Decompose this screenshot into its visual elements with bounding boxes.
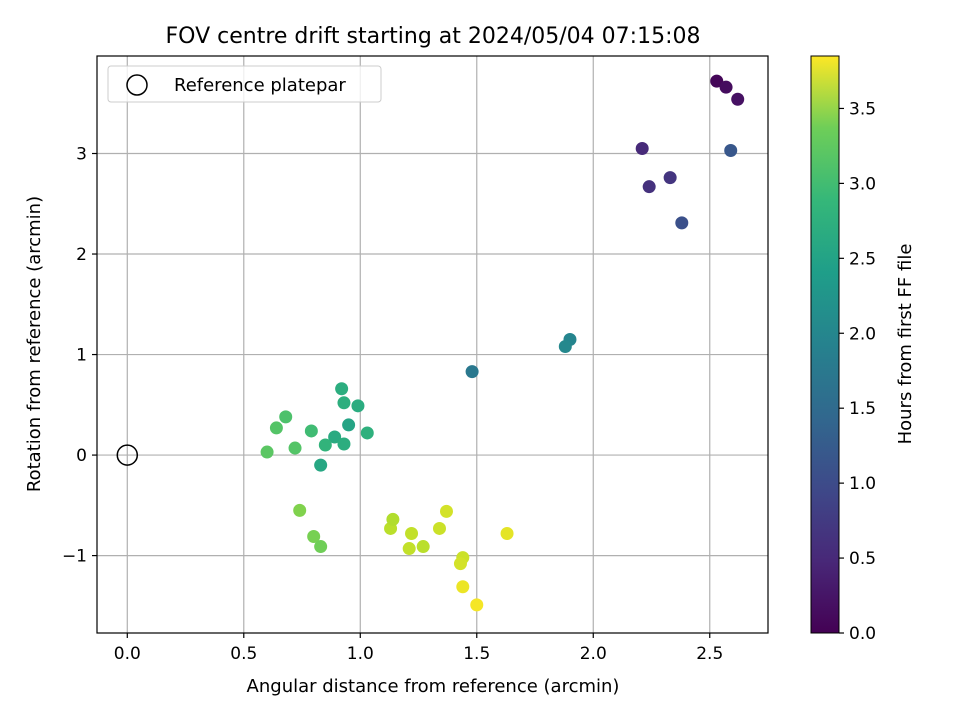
colorbar-tick-label: 3.0: [849, 174, 876, 194]
scatter-point: [710, 74, 724, 88]
colorbar-tick-label: 2.0: [849, 324, 876, 344]
scatter-point: [558, 340, 572, 354]
scatter-point: [500, 526, 514, 540]
scatter-point: [731, 92, 745, 106]
legend-label: Reference platepar: [174, 75, 346, 96]
scatter-point: [337, 437, 351, 451]
colorbar: 0.0 0.5 1.0 1.5 2.0 2.5 3.0 3.5 Hours from firs…: [810, 55, 916, 644]
scatter-point: [335, 382, 349, 396]
colorbar-tick-label: 1.5: [849, 399, 876, 419]
scatter-point: [314, 540, 328, 554]
data-points: [260, 74, 745, 612]
x-axis-label: Angular distance from reference (arcmin): [247, 676, 620, 697]
scatter-point: [342, 418, 356, 432]
scatter-point: [318, 438, 332, 452]
legend-reference-marker: [126, 74, 148, 96]
reference-platepar-marker: [116, 444, 139, 466]
y-tick-label: 2: [76, 245, 87, 265]
legend: Reference platepar: [107, 65, 382, 103]
scatter-point: [719, 80, 733, 94]
scatter-point: [337, 396, 351, 410]
x-tick-label: 0.0: [114, 644, 141, 664]
x-tick-label: 2.0: [580, 644, 607, 664]
y-tick-label: 1: [76, 346, 87, 366]
colorbar-gradient: [810, 55, 840, 634]
x-tick-label: 2.5: [696, 644, 723, 664]
grid: [97, 56, 768, 633]
scatter-point: [314, 458, 328, 472]
y-axis-label: Rotation from reference (arcmin): [24, 196, 45, 492]
scatter-point: [465, 365, 479, 379]
scatter-point: [470, 598, 484, 612]
scatter-point: [402, 542, 416, 556]
y-tick-label: −1: [62, 547, 87, 567]
scatter-point: [304, 424, 318, 438]
scatter-point: [635, 141, 649, 155]
scatter-point: [675, 216, 689, 230]
scatter-point: [260, 445, 274, 459]
scatter-point: [642, 180, 656, 194]
colorbar-tick-label: 0.0: [849, 624, 876, 644]
scatter-point: [405, 526, 419, 540]
scatter-point: [439, 504, 453, 518]
colorbar-ticks: 0.0 0.5 1.0 1.5 2.0 2.5 3.0 3.5: [839, 99, 876, 644]
colorbar-tick-label: 3.5: [849, 99, 876, 119]
chart-title: FOV centre drift starting at 2024/05/04 …: [166, 24, 701, 49]
y-tick-label: 3: [76, 145, 87, 165]
scatter-point: [307, 529, 321, 543]
legend-box: [107, 65, 382, 103]
y-tick-label: 0: [76, 446, 87, 466]
scatter-point: [328, 430, 342, 444]
colorbar-label: Hours from first FF file: [895, 244, 916, 445]
plot-frame: [96, 55, 769, 634]
scatter-point: [288, 441, 302, 455]
scatter-point: [386, 512, 400, 526]
scatter-point: [279, 410, 293, 424]
y-axis-ticks: −1 0 1 2 3: [62, 145, 97, 567]
scatter-point: [453, 557, 467, 571]
scatter-point: [293, 503, 307, 517]
x-tick-label: 1.5: [463, 644, 490, 664]
colorbar-tick-label: 2.5: [849, 249, 876, 269]
x-axis-ticks: 0.0 0.5 1.0 1.5 2.0 2.5: [114, 633, 723, 664]
scatter-point: [351, 399, 365, 413]
scatter-point: [416, 540, 430, 554]
scatter-point: [663, 171, 677, 185]
reference-marker-layer: [116, 444, 139, 466]
x-tick-label: 1.0: [347, 644, 374, 664]
scatter-point: [432, 521, 446, 535]
scatter-point: [269, 421, 283, 435]
x-tick-label: 0.5: [230, 644, 257, 664]
colorbar-tick-label: 0.5: [849, 549, 876, 569]
colorbar-tick-label: 1.0: [849, 474, 876, 494]
scatter-point: [456, 580, 470, 594]
scatter-point: [724, 143, 738, 157]
scatter-point: [360, 426, 374, 440]
